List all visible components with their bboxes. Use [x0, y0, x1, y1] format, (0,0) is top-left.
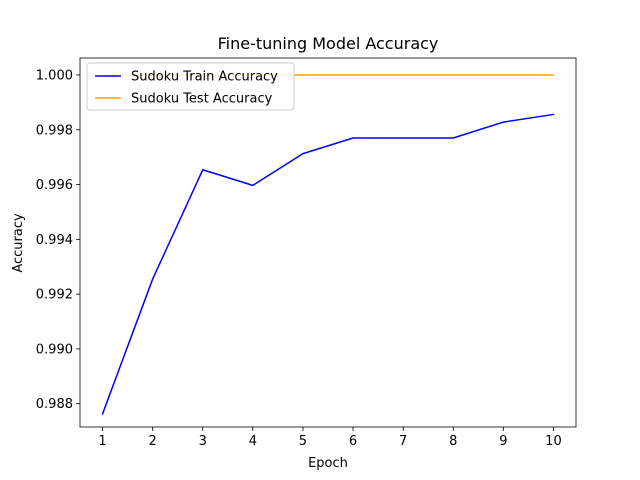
y-tick-label: 0.998 [36, 123, 73, 138]
x-tick-label: 1 [98, 434, 106, 449]
chart-title: Fine-tuning Model Accuracy [218, 34, 439, 53]
y-tick-label: 0.992 [36, 288, 73, 303]
y-tick-label: 0.994 [36, 233, 73, 248]
axes: 1 2 3 4 5 6 7 8 9 10 0.988 0.990 0.992 0.994 0.996 0.99… [36, 57, 577, 449]
x-tick-label: 4 [249, 434, 257, 449]
x-axis-title: Epoch [308, 456, 348, 471]
legend-label: Sudoku Test Accuracy [131, 92, 273, 107]
y-tick-label: 0.996 [36, 178, 73, 193]
y-tick-label: 0.990 [36, 342, 73, 357]
x-tick-label: 5 [299, 434, 307, 449]
legend-box [86, 62, 295, 111]
x-tick-label: 7 [399, 434, 407, 449]
y-axis-title: Accuracy [11, 213, 26, 273]
x-tick-label: 9 [499, 434, 507, 449]
plot-area [101, 74, 555, 415]
x-tick-label: 3 [199, 434, 207, 449]
y-tick-label: 1.000 [36, 68, 73, 83]
y-tick-label: 0.988 [36, 397, 73, 412]
x-tick-label: 6 [349, 434, 357, 449]
legend-label: Sudoku Train Accuracy [131, 70, 278, 85]
axes-frame [79, 57, 577, 428]
series-line-train [101, 113, 555, 415]
x-tick-label: 8 [449, 434, 457, 449]
x-tick-label: 2 [149, 434, 157, 449]
legend: Sudoku Train Accuracy Sudoku Test Accurac… [86, 62, 295, 111]
x-tick-label: 10 [545, 434, 562, 449]
